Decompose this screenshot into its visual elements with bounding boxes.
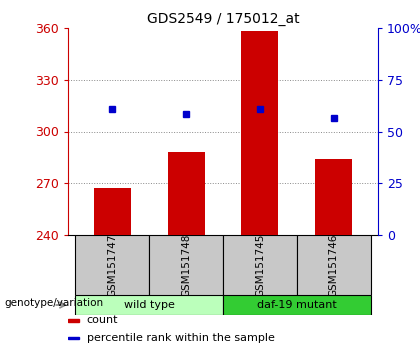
Text: daf-19 mutant: daf-19 mutant [257,300,337,310]
Text: genotype/variation: genotype/variation [4,298,103,308]
Bar [75,295,223,315]
Text: wild type: wild type [124,300,175,310]
Text: GSM151747: GSM151747 [107,233,117,297]
Bar [149,235,223,295]
Bar [168,152,205,235]
Text: GSM151748: GSM151748 [181,233,191,297]
Bar [223,235,297,295]
Text: percentile rank within the sample: percentile rank within the sample [87,333,275,343]
Text: GSM151745: GSM151745 [255,233,265,297]
Bar [94,188,131,235]
Bar [75,235,149,295]
Bar [68,337,79,339]
Bar [315,159,352,235]
Title: GDS2549 / 175012_at: GDS2549 / 175012_at [147,12,299,25]
Bar [68,319,79,321]
Bar [241,32,278,235]
Bar [223,295,370,315]
Text: GSM151746: GSM151746 [329,233,339,297]
Bar [297,235,370,295]
Text: count: count [87,315,118,325]
